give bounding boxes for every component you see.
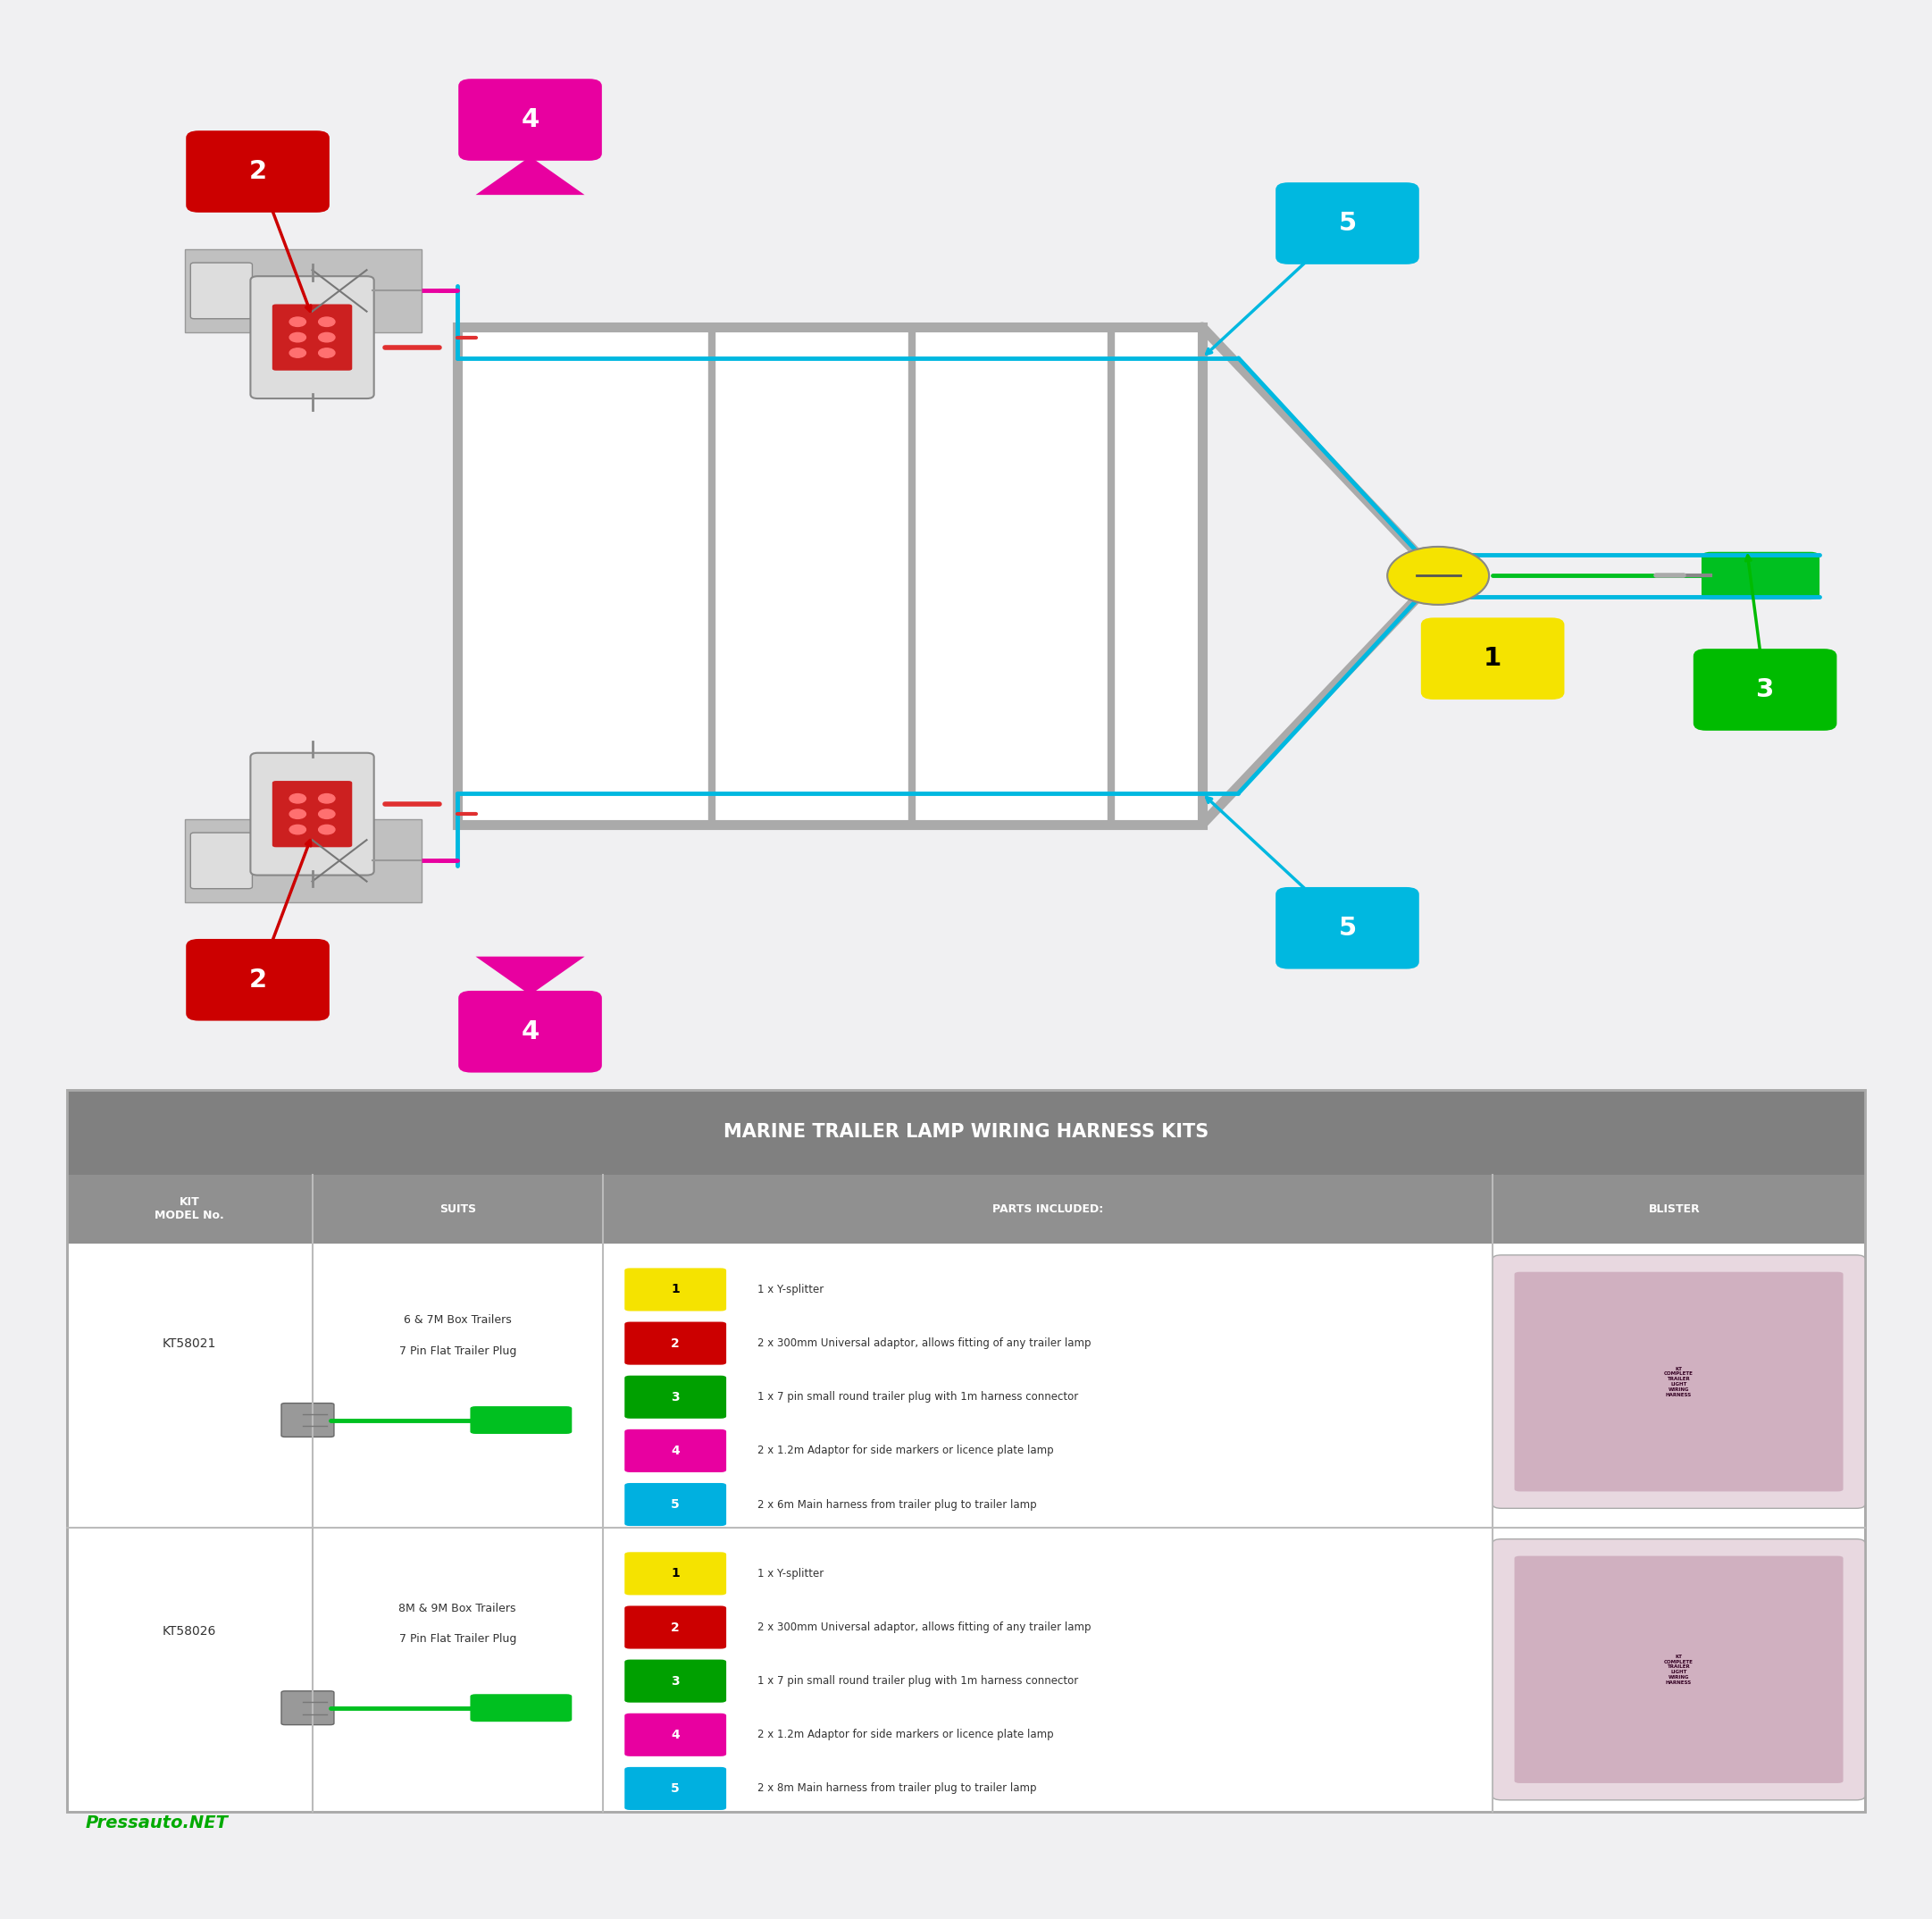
Circle shape xyxy=(290,347,305,357)
Text: KIT
MODEL No.: KIT MODEL No. xyxy=(155,1196,224,1222)
Text: 1 x 7 pin small round trailer plug with 1m harness connector: 1 x 7 pin small round trailer plug with … xyxy=(757,1391,1078,1403)
FancyBboxPatch shape xyxy=(272,305,352,370)
Text: KT
COMPLETE
TRAILER
LIGHT
WIRING
HARNESS: KT COMPLETE TRAILER LIGHT WIRING HARNESS xyxy=(1663,1654,1694,1685)
Text: MARINE TRAILER LAMP WIRING HARNESS KITS: MARINE TRAILER LAMP WIRING HARNESS KITS xyxy=(723,1123,1209,1142)
Text: 3: 3 xyxy=(1756,677,1774,702)
FancyBboxPatch shape xyxy=(624,1660,726,1702)
Text: 6 & 7M Box Trailers: 6 & 7M Box Trailers xyxy=(404,1315,512,1326)
Bar xyxy=(185,249,421,332)
Text: 1: 1 xyxy=(1484,647,1501,672)
Text: 4: 4 xyxy=(522,1019,539,1044)
FancyBboxPatch shape xyxy=(251,276,375,399)
Text: Pressauto.NET: Pressauto.NET xyxy=(85,1815,228,1831)
Text: 2 x 300mm Universal adaptor, allows fitting of any trailer lamp: 2 x 300mm Universal adaptor, allows fitt… xyxy=(757,1622,1092,1633)
FancyBboxPatch shape xyxy=(191,833,253,888)
FancyBboxPatch shape xyxy=(1702,553,1820,599)
Text: 3: 3 xyxy=(670,1675,680,1687)
Text: 1: 1 xyxy=(670,1568,680,1579)
Text: 2: 2 xyxy=(670,1622,680,1633)
FancyBboxPatch shape xyxy=(1515,1272,1843,1491)
Circle shape xyxy=(319,347,334,357)
Text: 5: 5 xyxy=(1339,211,1356,236)
Text: 7 Pin Flat Trailer Plug: 7 Pin Flat Trailer Plug xyxy=(398,1345,516,1357)
Polygon shape xyxy=(475,157,585,196)
Text: 1: 1 xyxy=(670,1284,680,1295)
Text: 3: 3 xyxy=(670,1391,680,1403)
Text: KT
COMPLETE
TRAILER
LIGHT
WIRING
HARNESS: KT COMPLETE TRAILER LIGHT WIRING HARNESS xyxy=(1663,1366,1694,1397)
Text: 1 x 7 pin small round trailer plug with 1m harness connector: 1 x 7 pin small round trailer plug with … xyxy=(757,1675,1078,1687)
Bar xyxy=(68,1090,1864,1174)
FancyBboxPatch shape xyxy=(458,990,603,1073)
FancyBboxPatch shape xyxy=(1420,618,1565,700)
Text: 5: 5 xyxy=(670,1499,680,1510)
Bar xyxy=(185,819,421,902)
Circle shape xyxy=(290,794,305,804)
FancyBboxPatch shape xyxy=(624,1714,726,1756)
FancyBboxPatch shape xyxy=(1275,182,1420,265)
Text: 1 x Y-splitter: 1 x Y-splitter xyxy=(757,1568,823,1579)
FancyBboxPatch shape xyxy=(458,79,603,161)
Circle shape xyxy=(290,810,305,819)
Circle shape xyxy=(290,332,305,342)
Bar xyxy=(458,326,1202,825)
Text: 2 x 6m Main harness from trailer plug to trailer lamp: 2 x 6m Main harness from trailer plug to… xyxy=(757,1499,1036,1510)
FancyBboxPatch shape xyxy=(1515,1556,1843,1783)
FancyBboxPatch shape xyxy=(624,1606,726,1648)
Text: KT58026: KT58026 xyxy=(162,1625,216,1637)
Text: 2: 2 xyxy=(249,967,267,992)
Text: 2 x 300mm Universal adaptor, allows fitting of any trailer lamp: 2 x 300mm Universal adaptor, allows fitt… xyxy=(757,1338,1092,1349)
FancyBboxPatch shape xyxy=(624,1322,726,1364)
FancyBboxPatch shape xyxy=(1692,649,1837,731)
Text: 7 Pin Flat Trailer Plug: 7 Pin Flat Trailer Plug xyxy=(398,1633,516,1645)
Polygon shape xyxy=(475,956,585,994)
Text: 5: 5 xyxy=(1339,915,1356,940)
FancyBboxPatch shape xyxy=(251,752,375,875)
Text: 2 x 8m Main harness from trailer plug to trailer lamp: 2 x 8m Main harness from trailer plug to… xyxy=(757,1783,1036,1794)
FancyBboxPatch shape xyxy=(272,781,352,846)
Text: KT58021: KT58021 xyxy=(162,1338,216,1349)
Circle shape xyxy=(319,810,334,819)
Text: 2 x 1.2m Adaptor for side markers or licence plate lamp: 2 x 1.2m Adaptor for side markers or lic… xyxy=(757,1445,1053,1457)
Text: 2: 2 xyxy=(670,1338,680,1349)
FancyBboxPatch shape xyxy=(282,1691,334,1725)
FancyBboxPatch shape xyxy=(469,1694,572,1721)
FancyBboxPatch shape xyxy=(624,1268,726,1311)
FancyBboxPatch shape xyxy=(1493,1255,1864,1508)
Bar xyxy=(68,1174,1864,1244)
Text: 4: 4 xyxy=(670,1729,680,1741)
Text: 8M & 9M Box Trailers: 8M & 9M Box Trailers xyxy=(398,1602,516,1614)
FancyBboxPatch shape xyxy=(624,1483,726,1526)
Text: 1 x Y-splitter: 1 x Y-splitter xyxy=(757,1284,823,1295)
Text: 2 x 1.2m Adaptor for side markers or licence plate lamp: 2 x 1.2m Adaptor for side markers or lic… xyxy=(757,1729,1053,1741)
FancyBboxPatch shape xyxy=(624,1376,726,1418)
Text: BLISTER: BLISTER xyxy=(1648,1203,1700,1215)
Circle shape xyxy=(319,794,334,804)
Text: 4: 4 xyxy=(522,107,539,132)
Circle shape xyxy=(1387,547,1490,604)
Text: PARTS INCLUDED:: PARTS INCLUDED: xyxy=(993,1203,1103,1215)
FancyBboxPatch shape xyxy=(624,1430,726,1472)
Text: 2: 2 xyxy=(249,159,267,184)
Text: 5: 5 xyxy=(670,1783,680,1794)
Circle shape xyxy=(319,332,334,342)
Text: SUITS: SUITS xyxy=(439,1203,475,1215)
FancyBboxPatch shape xyxy=(185,938,330,1021)
Circle shape xyxy=(290,317,305,326)
Circle shape xyxy=(319,825,334,835)
FancyBboxPatch shape xyxy=(469,1407,572,1433)
FancyBboxPatch shape xyxy=(191,263,253,319)
FancyBboxPatch shape xyxy=(624,1552,726,1595)
FancyBboxPatch shape xyxy=(624,1767,726,1810)
Text: 4: 4 xyxy=(670,1445,680,1457)
Circle shape xyxy=(319,317,334,326)
Circle shape xyxy=(290,825,305,835)
FancyBboxPatch shape xyxy=(1275,887,1420,969)
FancyBboxPatch shape xyxy=(1493,1539,1864,1800)
FancyBboxPatch shape xyxy=(282,1403,334,1437)
FancyBboxPatch shape xyxy=(185,130,330,213)
